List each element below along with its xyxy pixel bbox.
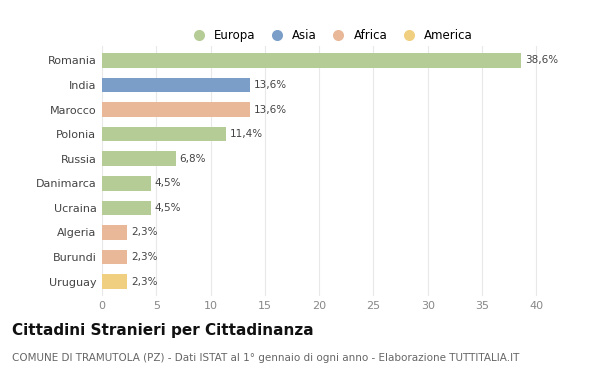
Text: 2,3%: 2,3% <box>131 228 157 238</box>
Bar <box>102 225 127 240</box>
Bar <box>102 127 226 141</box>
Text: 13,6%: 13,6% <box>253 80 287 90</box>
Bar <box>102 201 151 215</box>
Bar <box>102 250 127 264</box>
Bar <box>102 151 176 166</box>
Text: 11,4%: 11,4% <box>230 129 263 139</box>
Text: 4,5%: 4,5% <box>155 178 181 188</box>
Text: COMUNE DI TRAMUTOLA (PZ) - Dati ISTAT al 1° gennaio di ogni anno - Elaborazione : COMUNE DI TRAMUTOLA (PZ) - Dati ISTAT al… <box>12 353 520 363</box>
Bar <box>102 274 127 289</box>
Bar <box>102 102 250 117</box>
Text: 2,3%: 2,3% <box>131 252 157 262</box>
Text: 2,3%: 2,3% <box>131 277 157 287</box>
Text: 13,6%: 13,6% <box>253 105 287 114</box>
Text: 6,8%: 6,8% <box>179 154 206 164</box>
Legend: Europa, Asia, Africa, America: Europa, Asia, Africa, America <box>182 24 478 46</box>
Text: 4,5%: 4,5% <box>155 203 181 213</box>
Bar <box>102 53 521 68</box>
Text: Cittadini Stranieri per Cittadinanza: Cittadini Stranieri per Cittadinanza <box>12 323 314 338</box>
Text: 38,6%: 38,6% <box>525 55 558 65</box>
Bar <box>102 176 151 191</box>
Bar <box>102 78 250 92</box>
